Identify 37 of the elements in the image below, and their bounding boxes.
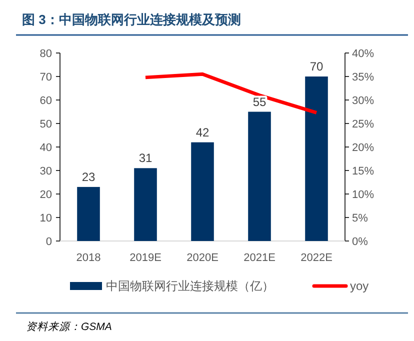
- bar: [305, 76, 328, 241]
- legend-label: yoy: [350, 279, 369, 293]
- data-label: 55: [252, 94, 266, 109]
- y2-tick-label: 35%: [352, 72, 374, 84]
- x-tick-label: 2019E: [130, 252, 162, 264]
- y-tick-label: 30: [40, 166, 52, 178]
- legend-label: 中国物联网行业连接规模（亿）: [106, 279, 274, 293]
- data-label: 42: [196, 125, 210, 140]
- y2-tick-label: 0%: [352, 236, 368, 248]
- y-tick-label: 60: [40, 95, 52, 107]
- y-tick-label: 50: [40, 118, 52, 130]
- y-tick-label: 80: [40, 48, 52, 60]
- chart-title: 图 3：中国物联网行业连接规模及预测: [22, 12, 241, 27]
- bar: [134, 168, 157, 241]
- x-tick-label: 2022E: [300, 252, 332, 264]
- y-tick-label: 40: [40, 142, 52, 154]
- data-label: 70: [310, 60, 324, 74]
- y2-tick-label: 25%: [352, 118, 374, 130]
- data-label: 31: [138, 151, 152, 166]
- y-tick-label: 10: [40, 212, 52, 224]
- y2-tick-label: 40%: [352, 48, 374, 60]
- bar: [77, 186, 100, 241]
- data-label: 23: [82, 170, 96, 184]
- text: 资料来源：GSMA: [26, 321, 112, 333]
- x-tick-label: 2021E: [244, 252, 276, 264]
- y-tick-label: 20: [40, 189, 52, 201]
- bar: [191, 142, 214, 241]
- x-tick-label: 2018: [76, 252, 101, 264]
- x-tick-label: 2020E: [186, 252, 218, 264]
- y2-tick-label: 30%: [352, 95, 374, 107]
- y2-tick-label: 5%: [352, 212, 368, 224]
- y2-tick-label: 10%: [352, 189, 374, 201]
- y2-tick-label: 15%: [352, 166, 374, 178]
- bar: [248, 112, 271, 241]
- y2-tick-label: 20%: [352, 142, 374, 154]
- y-tick-label: 70: [40, 72, 52, 84]
- y-tick-label: 0: [46, 236, 52, 248]
